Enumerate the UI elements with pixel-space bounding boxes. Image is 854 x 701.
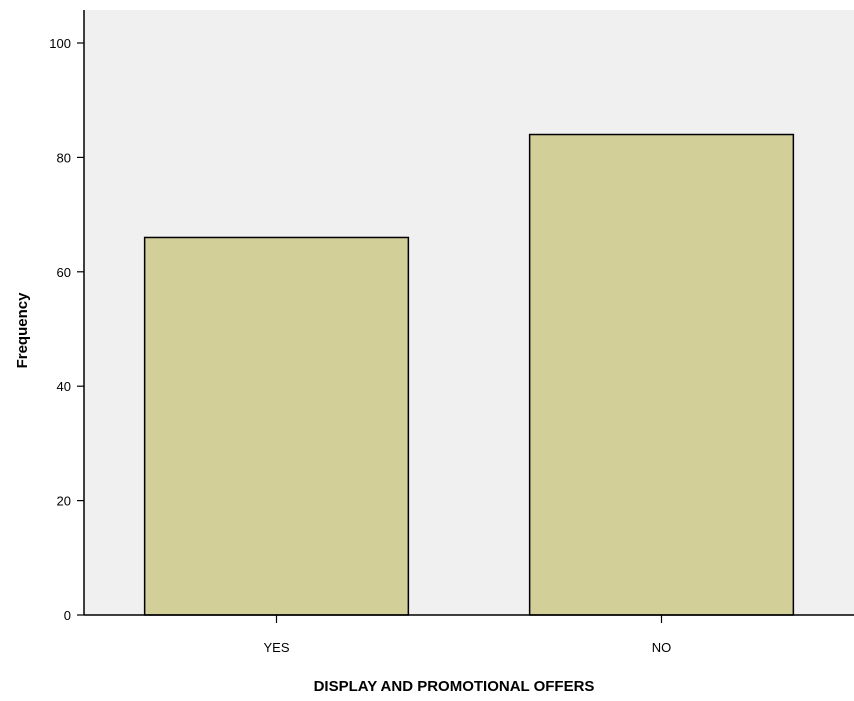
x-tick-label-no: NO <box>652 640 672 655</box>
y-tick-label: 100 <box>49 36 71 51</box>
y-tick-label: 60 <box>57 265 71 280</box>
x-axis-title: DISPLAY AND PROMOTIONAL OFFERS <box>314 678 595 695</box>
x-axis-ticks: YES NO <box>263 615 671 655</box>
y-tick-label: 40 <box>57 379 71 394</box>
y-tick-label: 20 <box>57 494 71 509</box>
bars <box>143 133 795 616</box>
x-tick-label-yes: YES <box>263 640 289 655</box>
bar-yes <box>143 236 410 616</box>
y-tick-label: 80 <box>57 150 71 165</box>
y-axis-ticks: 0 20 40 60 80 100 <box>49 36 84 623</box>
bar-no <box>528 133 795 616</box>
y-tick-label: 0 <box>64 608 71 623</box>
y-axis-title: Frequency <box>14 292 31 369</box>
